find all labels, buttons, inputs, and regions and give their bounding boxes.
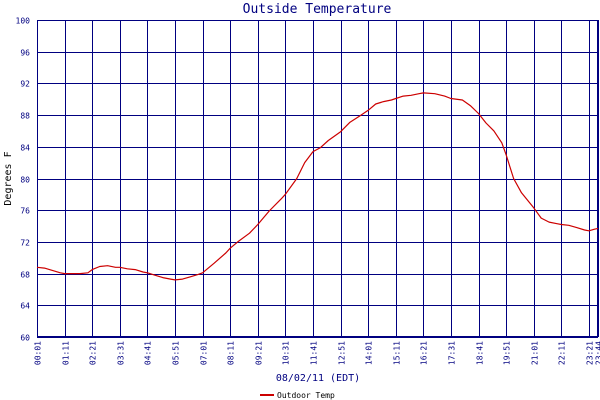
x-tick-label: 17:31 xyxy=(448,341,457,365)
series-layer xyxy=(36,92,599,281)
y-tick-label: 80 xyxy=(20,176,30,185)
x-tick-label: 16:21 xyxy=(420,341,429,365)
x-tick-label: 19:51 xyxy=(503,341,512,365)
grid xyxy=(37,20,599,338)
chart-title: Outside Temperature xyxy=(243,2,392,17)
x-tick-label: 04:41 xyxy=(144,341,153,365)
x-tick-label: 01:11 xyxy=(62,341,71,365)
x-tick-label: 08:11 xyxy=(227,341,236,365)
y-tick-label: 64 xyxy=(20,302,30,311)
x-tick-label: 03:31 xyxy=(117,341,126,365)
y-tick-label: 72 xyxy=(20,239,30,248)
x-tick-label: 10:31 xyxy=(282,341,291,365)
y-tick-label: 92 xyxy=(20,80,30,89)
legend: Outdoor Temp xyxy=(260,391,335,400)
y-tick-label: 100 xyxy=(16,17,31,26)
y-tick-label: 96 xyxy=(20,49,30,58)
legend-label: Outdoor Temp xyxy=(277,391,335,400)
plot-frame xyxy=(37,20,598,337)
x-tick-label: 07:01 xyxy=(200,341,209,365)
x-tick-label: 14:01 xyxy=(365,341,374,365)
y-tick-label: 84 xyxy=(20,144,30,153)
series-line-0 xyxy=(36,92,599,281)
x-tick-label: 23:21 xyxy=(586,341,595,365)
y-tick-label: 68 xyxy=(20,271,30,280)
x-tick-labels: 00:01 01:11 02:21 03:31 04:41 05:51 07:01 08:11… xyxy=(34,341,600,365)
x-tick-label: 22:11 xyxy=(558,341,567,365)
x-tick-label: 15:11 xyxy=(393,341,402,365)
x-tick-label: 00:01 xyxy=(34,341,43,365)
x-tick-label: 11:41 xyxy=(310,341,319,365)
x-tick-label: 12:51 xyxy=(338,341,347,365)
y-tick-label: 60 xyxy=(20,334,30,343)
x-tick-label: 21:01 xyxy=(531,341,540,365)
x-tick-label: 02:21 xyxy=(89,341,98,365)
x-tick-label: 09:21 xyxy=(255,341,264,365)
x-tick-label: 18:41 xyxy=(476,341,485,365)
y-tick-label: 88 xyxy=(20,112,30,121)
x-tick-label: 05:51 xyxy=(172,341,181,365)
y-tick-label: 76 xyxy=(20,207,30,216)
y-axis-label: Degrees F xyxy=(3,151,14,205)
y-tick-labels: 60 64 68 72 76 80 84 88 92 96 100 xyxy=(16,17,31,343)
x-axis-label: 08/02/11 (EDT) xyxy=(276,373,360,384)
x-tick-label: 23:44 xyxy=(595,341,600,365)
